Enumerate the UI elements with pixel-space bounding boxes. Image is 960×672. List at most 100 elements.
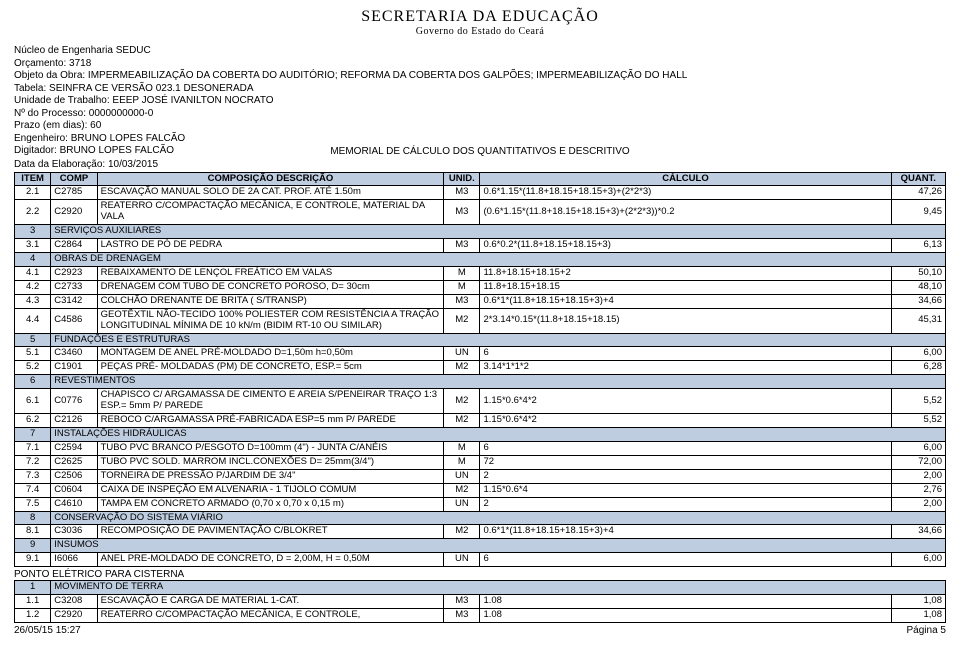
table-row: 7.2C2625TUBO PVC SOLD. MARROM INCL.CONEX… xyxy=(15,455,946,469)
cell-unid: M3 xyxy=(444,609,480,623)
cell-section-desc: SERVIÇOS AUXILIARES xyxy=(51,225,946,239)
cell-calc: 0.6*0.2*(11.8+18.15+18.15+3) xyxy=(480,239,891,253)
cell-section-desc: FUNDAÇÕES E ESTRUTURAS xyxy=(51,333,946,347)
cell-item: 1.2 xyxy=(15,609,51,623)
cell-calc: 11.8+18.15+18.15 xyxy=(480,280,891,294)
cell-desc: LASTRO DE PÓ DE PEDRA xyxy=(97,239,444,253)
cell-comp: C3460 xyxy=(51,347,97,361)
cell-comp: C0604 xyxy=(51,483,97,497)
cell-item: 6.2 xyxy=(15,414,51,428)
cell-comp: C2920 xyxy=(51,200,97,225)
cell-comp: C2594 xyxy=(51,441,97,455)
cell-item: 5 xyxy=(15,333,51,347)
cell-calc: 1.15*0.6*4*2 xyxy=(480,389,891,414)
cell-unid: M3 xyxy=(444,294,480,308)
cell-item: 4.2 xyxy=(15,280,51,294)
th-calc: CÁLCULO xyxy=(480,172,891,186)
cell-section-desc: OBRAS DE DRENAGEM xyxy=(51,253,946,267)
cell-item: 3.1 xyxy=(15,239,51,253)
logo-subtitle: Governo do Estado do Ceará xyxy=(14,26,946,37)
cell-section-desc: REVESTIMENTOS xyxy=(51,375,946,389)
cell-item: 7.4 xyxy=(15,483,51,497)
table-row: 6.2C2126REBOCO C/ARGAMASSA PRÉ-FABRICADA… xyxy=(15,414,946,428)
cell-calc: 6 xyxy=(480,441,891,455)
cell-unid: M2 xyxy=(444,389,480,414)
table-row: 7.4C0604CAIXA DE INSPEÇÃO EM ALVENARIA -… xyxy=(15,483,946,497)
cell-section-desc: INSUMOS xyxy=(51,539,946,553)
table-row: 7.1C2594TUBO PVC BRANCO P/ESGOTO D=100mm… xyxy=(15,441,946,455)
cell-unid: M3 xyxy=(444,595,480,609)
cell-quant: 2,00 xyxy=(891,497,945,511)
cell-desc: ESCAVAÇÃO MANUAL SOLO DE 2A CAT. PROF. A… xyxy=(97,186,444,200)
cell-quant: 1,08 xyxy=(891,595,945,609)
cell-item: 8 xyxy=(15,511,51,525)
cell-calc: 1.15*0.6*4 xyxy=(480,483,891,497)
table-header-row: ITEM COMP COMPOSIÇÃO DESCRIÇÃO UNID. CÁL… xyxy=(15,172,946,186)
cell-item: 3 xyxy=(15,225,51,239)
cell-desc: REBOCO C/ARGAMASSA PRÉ-FABRICADA ESP=5 m… xyxy=(97,414,444,428)
table-row: 1.2C2920REATERRO C/COMPACTAÇÃO MECÂNICA,… xyxy=(15,609,946,623)
cell-unid: M3 xyxy=(444,200,480,225)
cell-desc: TUBO PVC SOLD. MARROM INCL.CONEXÕES D= 2… xyxy=(97,455,444,469)
table-row: 5FUNDAÇÕES E ESTRUTURAS xyxy=(15,333,946,347)
table-row: 6REVESTIMENTOS xyxy=(15,375,946,389)
cell-comp: C2506 xyxy=(51,469,97,483)
cell-section-desc: CONSERVAÇÃO DO SISTEMA VIÁRIO xyxy=(51,511,946,525)
table-row: 6.1C0776CHAPISCO C/ ARGAMASSA DE CIMENTO… xyxy=(15,389,946,414)
cell-unid: M3 xyxy=(444,186,480,200)
table-row: 7INSTALAÇÕES HIDRÁULICAS xyxy=(15,428,946,442)
table-row: 4.1C2923REBAIXAMENTO DE LENÇOL FREÁTICO … xyxy=(15,266,946,280)
cell-calc: 72 xyxy=(480,455,891,469)
table-row: 5.1C3460MONTAGEM DE ANEL PRÉ-MOLDADO D=1… xyxy=(15,347,946,361)
cell-calc: 0.6*1*(11.8+18.15+18.15+3)+4 xyxy=(480,525,891,539)
cell-comp: C2923 xyxy=(51,266,97,280)
cell-desc: REBAIXAMENTO DE LENÇOL FREÁTICO EM VALAS xyxy=(97,266,444,280)
cell-desc: MONTAGEM DE ANEL PRÉ-MOLDADO D=1,50m h=0… xyxy=(97,347,444,361)
th-desc: COMPOSIÇÃO DESCRIÇÃO xyxy=(97,172,444,186)
table-row: 5.2C1901PEÇAS PRÉ- MOLDADAS (PM) DE CONC… xyxy=(15,361,946,375)
cell-desc: CHAPISCO C/ ARGAMASSA DE CIMENTO E AREIA… xyxy=(97,389,444,414)
cell-quant: 48,10 xyxy=(891,280,945,294)
meta-prazo: Prazo (em dias): 60 xyxy=(14,120,946,133)
th-comp: COMP xyxy=(51,172,97,186)
cell-calc: 0.6*1.15*(11.8+18.15+18.15+3)+(2*2*3) xyxy=(480,186,891,200)
cell-calc: 1.15*0.6*4*2 xyxy=(480,414,891,428)
cell-quant: 72,00 xyxy=(891,455,945,469)
th-unid: UNID. xyxy=(444,172,480,186)
document-metadata: Núcleo de Engenharia SEDUC Orçamento: 37… xyxy=(14,45,946,158)
cell-comp: C4586 xyxy=(51,308,97,333)
cell-calc: 3.14*1*1*2 xyxy=(480,361,891,375)
cell-quant: 6,00 xyxy=(891,441,945,455)
meta-unidade: Unidade de Trabalho: EEEP JOSÉ IVANILTON… xyxy=(14,95,946,108)
cell-quant: 6,13 xyxy=(891,239,945,253)
table-row: 3.1C2864LASTRO DE PÓ DE PEDRAM30.6*0.2*(… xyxy=(15,239,946,253)
cell-item: 7.1 xyxy=(15,441,51,455)
cell-comp: C3036 xyxy=(51,525,97,539)
cell-calc: 1.08 xyxy=(480,595,891,609)
table-row: 4.3C3142COLCHÃO DRENANTE DE BRITA ( S/TR… xyxy=(15,294,946,308)
table-row: 7.3C2506TORNEIRA DE PRESSÃO P/JARDIM DE … xyxy=(15,469,946,483)
cell-quant: 45,31 xyxy=(891,308,945,333)
cell-item: 6.1 xyxy=(15,389,51,414)
table-row: 4OBRAS DE DRENAGEM xyxy=(15,253,946,267)
th-item: ITEM xyxy=(15,172,51,186)
cell-desc: REATERRO C/COMPACTAÇÃO MECÂNICA, E CONTR… xyxy=(97,609,444,623)
cell-desc: TORNEIRA DE PRESSÃO P/JARDIM DE 3/4" xyxy=(97,469,444,483)
cell-desc: PEÇAS PRÉ- MOLDADAS (PM) DE CONCRETO, ES… xyxy=(97,361,444,375)
cell-quant: 2,00 xyxy=(891,469,945,483)
cell-desc: TUBO PVC BRANCO P/ESGOTO D=100mm (4") - … xyxy=(97,441,444,455)
table-row: 7.5C4610TAMPA EM CONCRETO ARMADO (0,70 x… xyxy=(15,497,946,511)
cell-calc: 2*3.14*0.15*(11.8+18.15+18.15) xyxy=(480,308,891,333)
cell-unid: M2 xyxy=(444,361,480,375)
table-row: 2.2C2920REATERRO C/COMPACTAÇÃO MECÂNICA,… xyxy=(15,200,946,225)
cell-quant: 50,10 xyxy=(891,266,945,280)
cell-quant: 34,66 xyxy=(891,525,945,539)
table-row: 4.4C4586GEOTÊXTIL NÃO-TECIDO 100% POLIES… xyxy=(15,308,946,333)
cell-desc: ANEL PRE-MOLDADO DE CONCRETO, D = 2,00M,… xyxy=(97,553,444,567)
footer-page: Página 5 xyxy=(907,625,946,636)
cell-comp: C2733 xyxy=(51,280,97,294)
cell-calc: 11.8+18.15+18.15+2 xyxy=(480,266,891,280)
data-elaboracao: Data da Elaboração: 10/03/2015 xyxy=(14,159,946,170)
table-row: 9INSUMOS xyxy=(15,539,946,553)
cell-calc: 2 xyxy=(480,497,891,511)
